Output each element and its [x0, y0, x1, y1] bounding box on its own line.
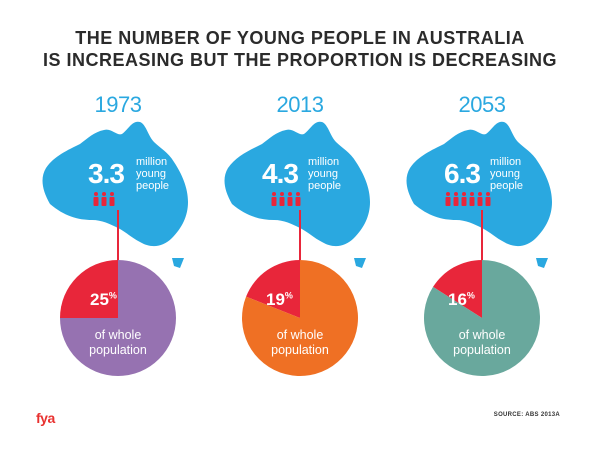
of-whole-label: of whole — [458, 328, 506, 342]
pie-remainder-label: of whole population — [28, 328, 208, 358]
pie-slice-highlight — [433, 260, 482, 318]
panel-art — [224, 121, 370, 376]
pie-remainder-label: of whole population — [392, 328, 572, 358]
person-icon — [445, 192, 451, 206]
people-icons — [271, 192, 301, 206]
population-label: population — [89, 343, 147, 357]
pie-slice-remainder — [242, 260, 358, 376]
million-label: million — [136, 156, 168, 168]
slice-percent-label: 19% — [266, 290, 293, 310]
slice-percent-value: 25 — [90, 290, 109, 309]
person-icon — [271, 192, 277, 206]
young-people-count: 3.3 — [88, 158, 125, 189]
population-label: population — [271, 343, 329, 357]
fya-logo: fya — [36, 410, 55, 426]
slice-percent-label: 16% — [448, 290, 475, 310]
young-people-units: million young people — [136, 156, 169, 192]
person-icon — [469, 192, 475, 206]
pie-chart — [60, 260, 176, 376]
pie-slice-highlight — [246, 260, 300, 318]
australia-map-icon — [42, 121, 188, 247]
people-label: people — [136, 180, 170, 192]
people-label: people — [308, 180, 342, 192]
year-label: 2053 — [458, 92, 506, 117]
people-icons — [93, 192, 115, 206]
pie-slice-highlight — [60, 260, 118, 318]
panel-1973: 1973 3.3 million young people 25% of who… — [28, 92, 208, 392]
people-icons — [445, 192, 491, 206]
million-label: million — [490, 156, 522, 168]
year-label: 1973 — [94, 92, 142, 117]
person-icon — [453, 192, 459, 206]
person-icon — [109, 192, 115, 206]
person-icon — [101, 192, 107, 206]
slice-percent-value: 16 — [448, 290, 467, 309]
person-icon — [287, 192, 293, 206]
people-label: people — [490, 180, 524, 192]
pie-chart — [424, 260, 540, 376]
person-icon — [295, 192, 301, 206]
tasmania-icon — [172, 258, 184, 268]
million-label: million — [308, 156, 340, 168]
population-label: population — [453, 343, 511, 357]
pie-slice-remainder — [60, 260, 176, 376]
tasmania-icon — [354, 258, 366, 268]
slice-percent-label: 25% — [90, 290, 117, 310]
young-people-count: 6.3 — [444, 158, 481, 189]
young-people-units: million young people — [308, 156, 341, 192]
young-people-count: 4.3 — [262, 158, 299, 189]
person-icon — [461, 192, 467, 206]
pie-remainder-label: of whole population — [210, 328, 390, 358]
panel-2053: 2053 6.3 million young people 16% of who… — [392, 92, 572, 392]
percent-sign: % — [108, 290, 117, 301]
panel-art — [42, 121, 188, 376]
pie-slice-remainder — [424, 260, 540, 376]
title-line-2: IS INCREASING BUT THE PROPORTION IS DECR… — [42, 50, 558, 70]
australia-map-icon — [224, 121, 370, 247]
young-label: young — [490, 168, 520, 180]
title-line-1: THE NUMBER OF YOUNG PEOPLE IN AUSTRALIA — [75, 28, 525, 48]
person-icon — [279, 192, 285, 206]
young-label: young — [308, 168, 338, 180]
young-people-units: million young people — [490, 156, 523, 192]
percent-sign: % — [466, 290, 475, 301]
of-whole-label: of whole — [276, 328, 324, 342]
source-note: SOURCE: ABS 2013A — [493, 412, 560, 418]
slice-percent-value: 19 — [266, 290, 285, 309]
australia-map-icon — [406, 121, 552, 247]
tasmania-icon — [536, 258, 548, 268]
person-icon — [477, 192, 483, 206]
pie-chart — [242, 260, 358, 376]
year-label: 2013 — [276, 92, 324, 117]
person-icon — [93, 192, 99, 206]
of-whole-label: of whole — [94, 328, 142, 342]
person-icon — [485, 192, 491, 206]
panel-art — [406, 121, 552, 376]
panel-2013: 2013 4.3 million young people 19% of who… — [210, 92, 390, 392]
percent-sign: % — [284, 290, 293, 301]
young-label: young — [136, 168, 166, 180]
